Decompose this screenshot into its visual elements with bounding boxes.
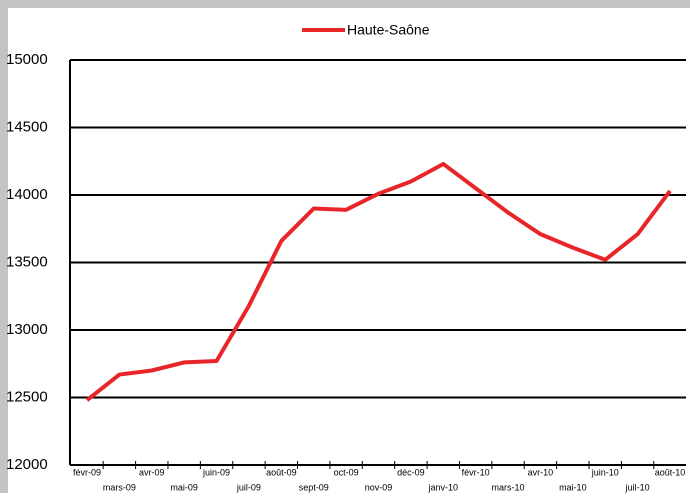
x-tick-label: févr-09 [73, 467, 101, 477]
y-tick-label: 14500 [6, 118, 48, 135]
y-tick-label: 14000 [6, 186, 48, 203]
y-tick-label: 15000 [6, 51, 48, 68]
x-tick-label: mars-10 [492, 482, 525, 492]
x-tick-label: mai-09 [170, 482, 198, 492]
y-tick-label: 12000 [6, 456, 48, 473]
x-tick-label: mai-10 [559, 482, 587, 492]
y-tick-label: 13000 [6, 321, 48, 338]
x-tick-label: févr-10 [462, 467, 490, 477]
legend-label: Haute-Saône [347, 22, 430, 38]
chart-area [8, 8, 690, 493]
y-tick-label: 12500 [6, 388, 48, 405]
x-tick-label: août-10 [655, 467, 686, 477]
x-tick-label: déc-09 [397, 467, 425, 477]
x-tick-label: oct-09 [334, 467, 359, 477]
x-tick-label: juin-09 [202, 467, 230, 477]
x-tick-label: juil-09 [236, 482, 261, 492]
line-series [85, 161, 672, 402]
x-tick-label: juin-10 [591, 467, 619, 477]
x-tick-label: juil-10 [625, 482, 650, 492]
y-tick-label: 13500 [6, 253, 48, 270]
x-tick-label: août-09 [266, 467, 297, 477]
x-tick-label: janv-10 [428, 482, 459, 492]
x-tick-label: mars-09 [103, 482, 136, 492]
x-tick-label: avr-10 [528, 467, 554, 477]
x-tick-label: avr-09 [139, 467, 165, 477]
x-tick-label: nov-09 [365, 482, 393, 492]
x-tick-label: sept-09 [299, 482, 329, 492]
